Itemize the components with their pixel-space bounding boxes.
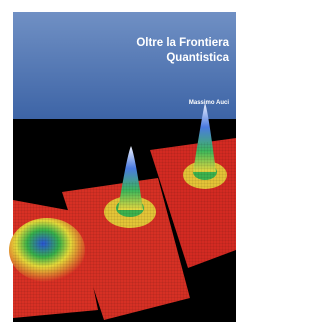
book-cover: Oltre la Frontiera Quantistica Massimo A…	[0, 0, 249, 333]
title-line: Quantistica	[166, 52, 229, 64]
page: Oltre la Frontiera Quantistica Massimo A…	[0, 0, 249, 333]
title-line: Oltre la Frontiera	[136, 37, 229, 49]
author: Massimo Auci	[189, 100, 229, 106]
